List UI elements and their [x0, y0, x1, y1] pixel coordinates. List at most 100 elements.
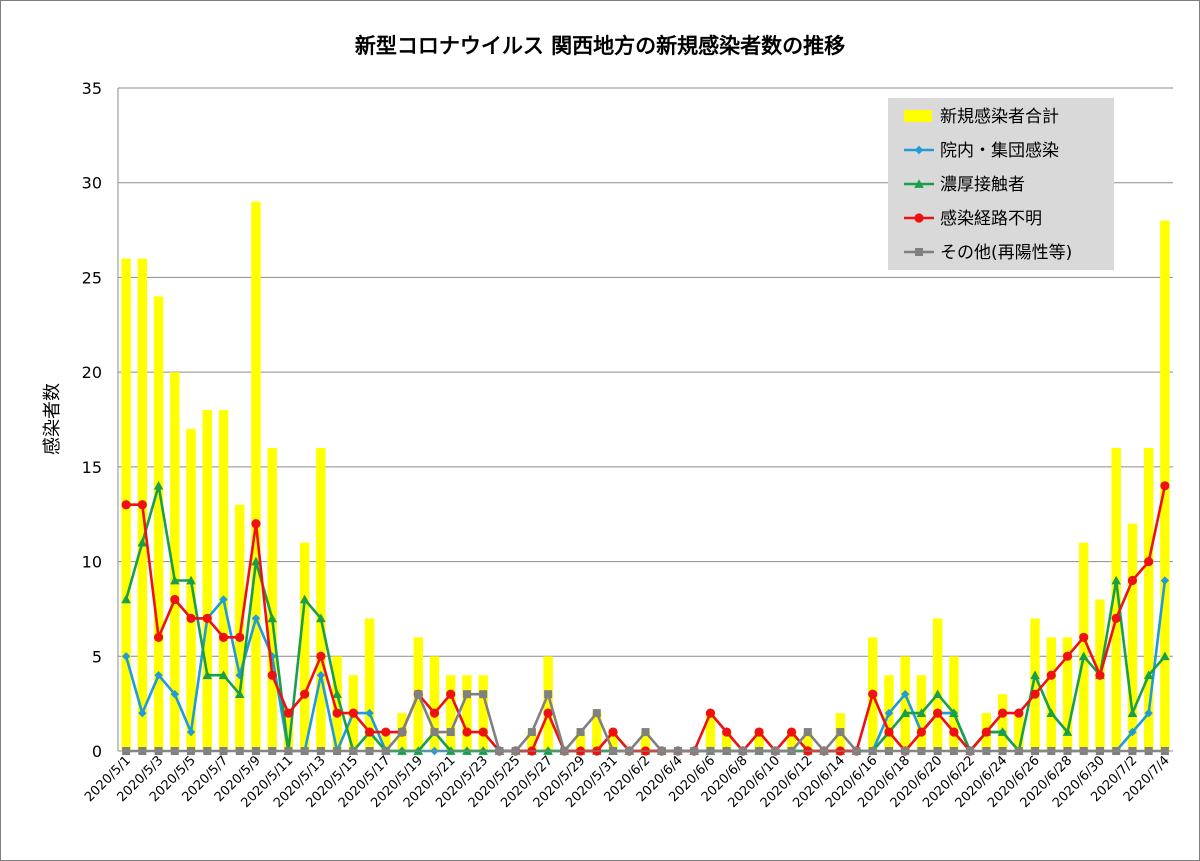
bar	[754, 732, 764, 751]
data-point	[316, 671, 326, 680]
data-point	[316, 651, 326, 661]
data-point	[1160, 651, 1170, 661]
data-point	[1062, 727, 1073, 736]
data-point	[1014, 708, 1024, 718]
data-point	[1144, 556, 1154, 567]
data-point	[462, 690, 471, 699]
bar	[1079, 542, 1089, 751]
data-point	[527, 728, 536, 737]
legend-swatch	[904, 110, 932, 122]
data-point	[186, 727, 196, 737]
data-point	[137, 500, 147, 510]
data-point	[949, 708, 959, 717]
data-point	[1160, 481, 1170, 491]
data-point	[251, 614, 261, 623]
data-point	[916, 727, 927, 737]
data-point	[332, 689, 342, 699]
data-point	[138, 708, 147, 718]
data-point	[543, 708, 553, 718]
data-point	[576, 728, 585, 737]
data-point	[137, 537, 148, 547]
bar	[381, 732, 391, 751]
bar	[170, 372, 180, 751]
data-point	[932, 689, 943, 699]
bar	[543, 656, 553, 751]
data-point	[365, 708, 374, 718]
bar	[153, 296, 164, 751]
data-point	[381, 727, 391, 737]
gridlines	[118, 87, 1173, 657]
data-point	[121, 652, 131, 661]
data-point	[251, 556, 261, 566]
data-point	[121, 594, 131, 604]
bar	[202, 410, 212, 751]
bar	[949, 656, 959, 751]
data-point	[446, 728, 455, 737]
data-point	[267, 670, 277, 680]
data-point	[836, 728, 845, 737]
legend-marker	[915, 248, 923, 256]
data-point	[1160, 576, 1170, 585]
bar	[608, 732, 618, 751]
data-point	[1030, 670, 1040, 680]
legend-marker	[914, 145, 924, 155]
bar	[251, 201, 261, 751]
data-point	[398, 728, 407, 737]
legend-label: 新規感染者合計	[940, 107, 1059, 127]
data-point	[300, 689, 310, 699]
data-point	[219, 595, 228, 604]
bar	[316, 447, 326, 751]
data-point	[202, 670, 213, 680]
data-point	[1030, 689, 1040, 699]
data-point	[1143, 670, 1154, 680]
chart-title: 新型コロナウイルス 関西地方の新規感染者数の推移	[355, 34, 845, 58]
bar	[235, 504, 245, 751]
legend-label: 感染経路不明	[940, 209, 1042, 229]
y-tick-label: 35	[82, 79, 102, 98]
data-point	[218, 670, 229, 680]
data-point	[722, 727, 732, 737]
data-point	[153, 481, 164, 490]
y-tick-label: 0	[92, 742, 102, 761]
bar	[283, 713, 294, 751]
data-point	[884, 708, 894, 718]
data-point	[949, 727, 959, 737]
data-point	[121, 500, 131, 510]
data-point	[641, 728, 650, 737]
bar	[364, 618, 375, 751]
bar	[332, 656, 342, 751]
data-point	[916, 708, 927, 717]
data-point	[1095, 670, 1105, 680]
bar	[705, 713, 716, 751]
data-point	[316, 613, 326, 623]
bar	[186, 428, 196, 751]
data-point	[544, 690, 553, 699]
data-point	[251, 519, 261, 529]
data-point	[414, 690, 423, 699]
y-tick-label: 25	[82, 268, 102, 287]
data-point	[446, 689, 456, 699]
data-point	[154, 671, 163, 680]
data-point	[1111, 575, 1121, 585]
bar	[1062, 637, 1073, 751]
bar	[1046, 637, 1056, 751]
data-point	[1062, 651, 1073, 661]
data-point	[479, 690, 488, 699]
data-point	[900, 708, 910, 717]
legend-marker	[914, 213, 924, 223]
data-point	[429, 708, 440, 718]
bar	[640, 732, 651, 751]
data-point	[997, 727, 1008, 736]
data-point	[1127, 575, 1138, 586]
bar	[1111, 447, 1121, 751]
data-point	[1079, 632, 1089, 642]
bar	[900, 656, 910, 751]
data-point	[608, 727, 618, 737]
data-point	[235, 671, 244, 680]
data-point	[786, 727, 797, 737]
data-point	[1078, 651, 1089, 661]
data-point	[1111, 613, 1121, 624]
series-line	[124, 580, 1167, 753]
